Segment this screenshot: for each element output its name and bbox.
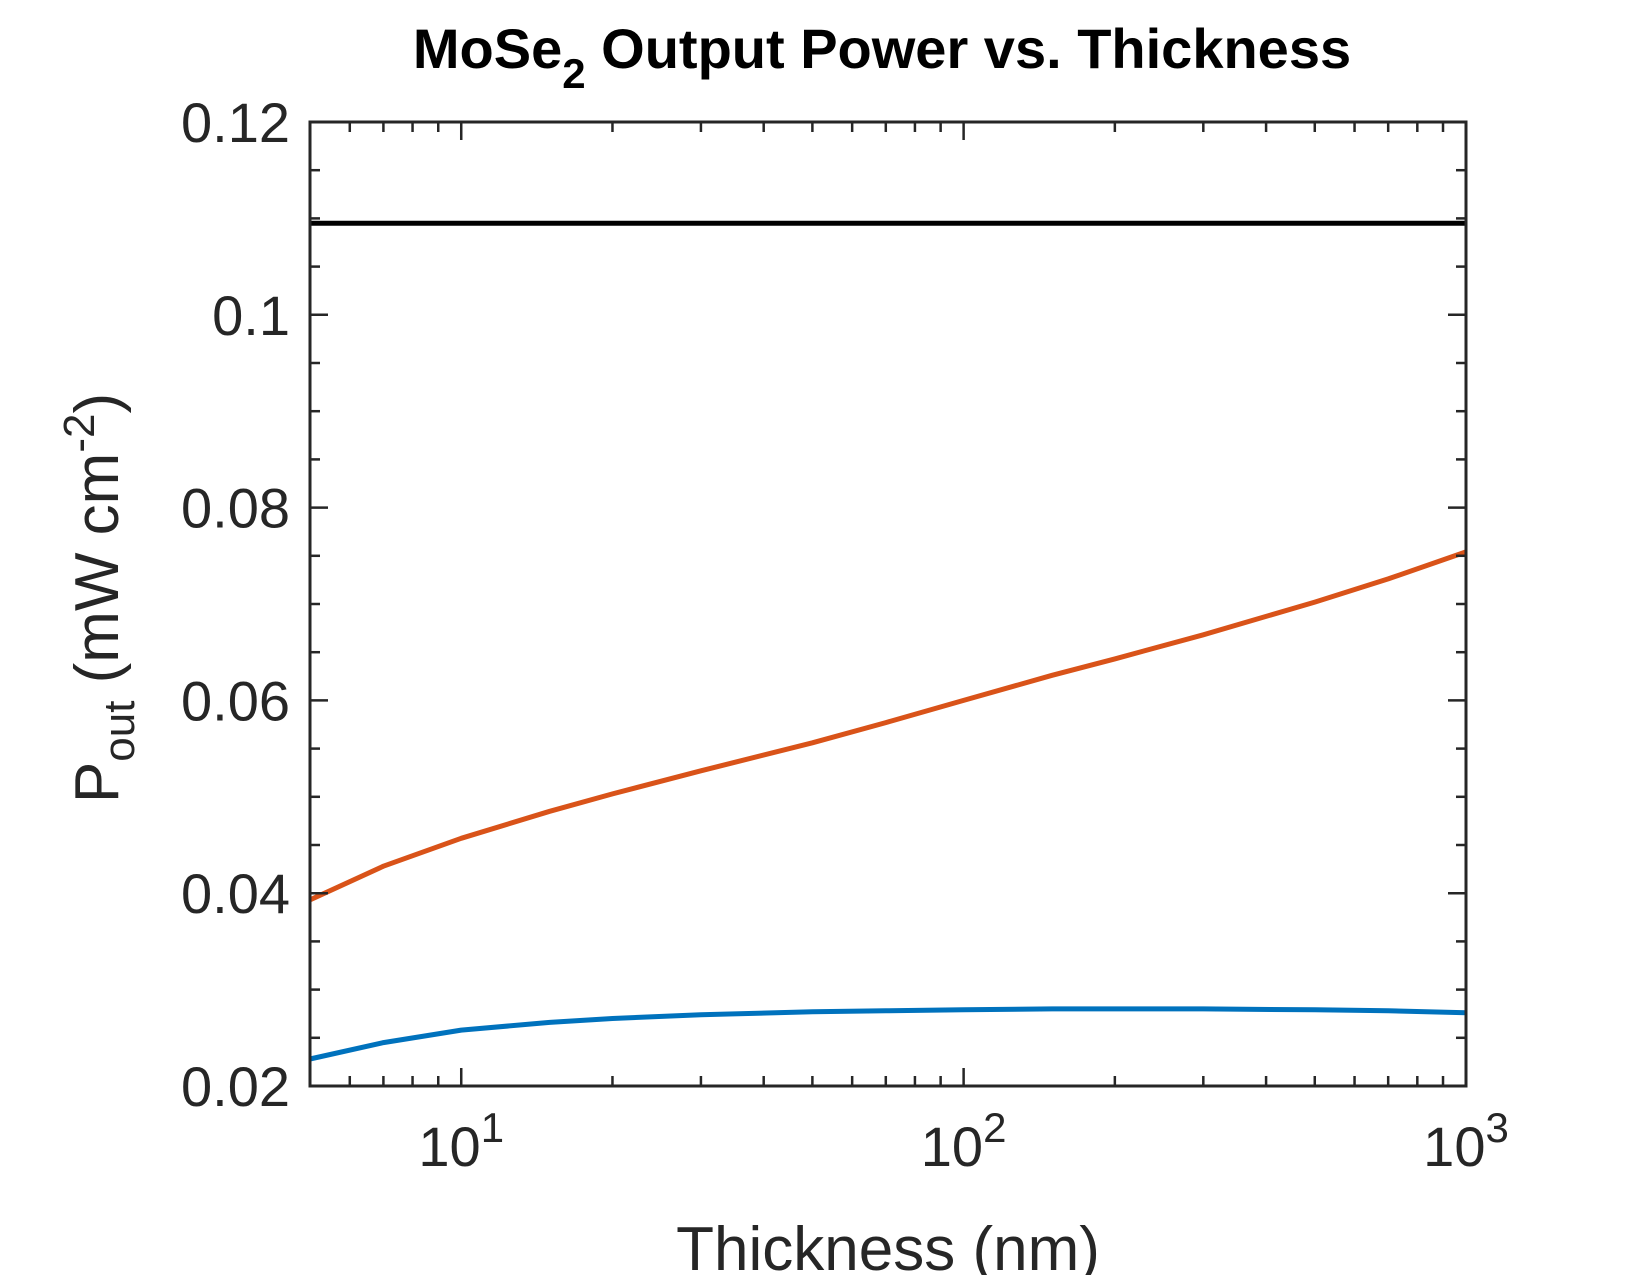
x-axis-label: Thickness (nm) [676, 1215, 1100, 1275]
series-layer [308, 220, 1467, 1062]
x-tick-label: 101 [418, 1104, 504, 1178]
ticks-layer: 101 102 103 0.02 0.04 0.06 0.08 0.1 0.12 [181, 91, 1509, 1178]
y-tick-label: 0.02 [181, 1055, 290, 1118]
plot-area [310, 122, 1466, 1086]
chart-title: MoSe2 Output Power vs. Thickness [413, 17, 1351, 97]
y-tick-label: 0.04 [181, 862, 290, 925]
y-tick-label: 0.06 [181, 669, 290, 732]
x-tick-label: 103 [1423, 1104, 1509, 1178]
series-line-3 [309, 1006, 1467, 1062]
series-line-2 [308, 549, 1467, 903]
y-tick-label: 0.12 [181, 91, 290, 154]
y-tick-label: 0.08 [181, 477, 290, 540]
y-tick-label: 0.1 [212, 284, 290, 347]
axes-box [308, 120, 1468, 1088]
y-axis-label: Pout (mW cm-2) [55, 393, 144, 803]
x-tick-label: 102 [921, 1104, 1007, 1178]
